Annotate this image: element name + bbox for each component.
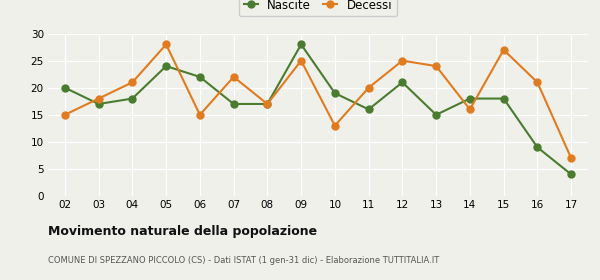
Line: Nascite: Nascite bbox=[61, 41, 575, 178]
Nascite bbox=[433, 113, 440, 116]
Decessi bbox=[568, 157, 575, 160]
Decessi bbox=[433, 64, 440, 68]
Legend: Nascite, Decessi: Nascite, Decessi bbox=[239, 0, 397, 17]
Nascite bbox=[466, 97, 473, 100]
Nascite bbox=[230, 102, 237, 106]
Decessi bbox=[500, 48, 507, 52]
Decessi bbox=[298, 59, 305, 62]
Decessi bbox=[466, 108, 473, 111]
Decessi bbox=[534, 81, 541, 84]
Line: Decessi: Decessi bbox=[61, 41, 575, 162]
Decessi bbox=[61, 113, 68, 116]
Decessi bbox=[196, 113, 203, 116]
Nascite bbox=[568, 173, 575, 176]
Decessi bbox=[399, 59, 406, 62]
Nascite bbox=[264, 102, 271, 106]
Text: COMUNE DI SPEZZANO PICCOLO (CS) - Dati ISTAT (1 gen-31 dic) - Elaborazione TUTTI: COMUNE DI SPEZZANO PICCOLO (CS) - Dati I… bbox=[48, 256, 439, 265]
Decessi bbox=[365, 86, 372, 89]
Nascite bbox=[129, 97, 136, 100]
Nascite bbox=[163, 64, 170, 68]
Nascite bbox=[95, 102, 102, 106]
Text: Movimento naturale della popolazione: Movimento naturale della popolazione bbox=[48, 225, 317, 238]
Nascite bbox=[298, 43, 305, 46]
Decessi bbox=[331, 124, 338, 127]
Nascite bbox=[365, 108, 372, 111]
Nascite bbox=[500, 97, 507, 100]
Nascite bbox=[196, 75, 203, 79]
Decessi bbox=[129, 81, 136, 84]
Decessi bbox=[163, 43, 170, 46]
Nascite bbox=[331, 92, 338, 95]
Nascite bbox=[534, 146, 541, 149]
Decessi bbox=[95, 97, 102, 100]
Decessi bbox=[230, 75, 237, 79]
Decessi bbox=[264, 102, 271, 106]
Nascite bbox=[399, 81, 406, 84]
Nascite bbox=[61, 86, 68, 89]
